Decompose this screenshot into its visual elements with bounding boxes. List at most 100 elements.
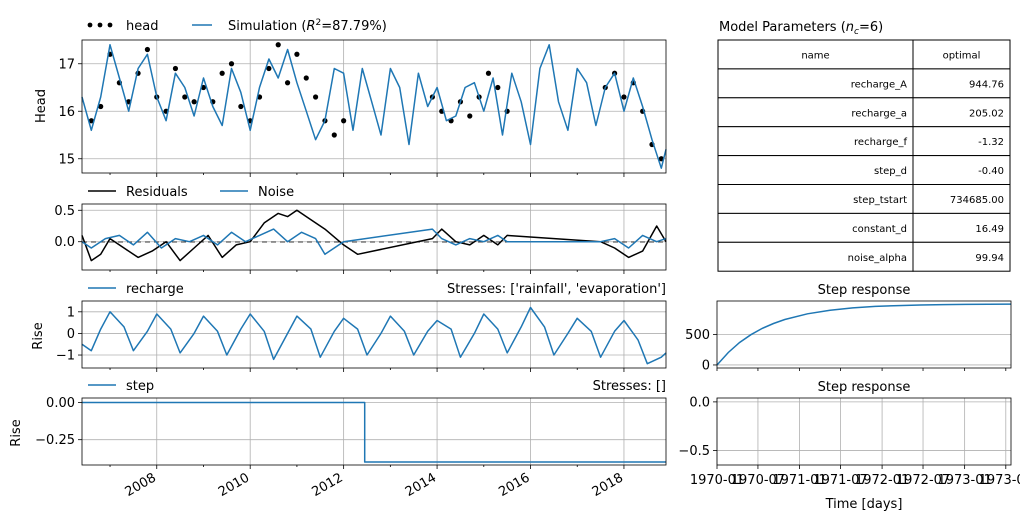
- head-observation-point: [467, 113, 473, 119]
- table-cell: [912, 241, 1011, 272]
- recharge-legend: recharge: [88, 282, 184, 297]
- legend-noise-label: Noise: [258, 185, 294, 200]
- residuals-panel: 0.0 0.5 Residuals Noise: [54, 185, 667, 274]
- x-tick-label: 1970-07: [731, 473, 785, 488]
- recharge-stresses-annotation: Stresses: ['rainfall', 'evaporation']: [447, 282, 666, 297]
- x-tick-label: 2008: [123, 470, 159, 500]
- parameters-title-suffix: =6): [859, 20, 883, 35]
- head-observation-point: [284, 80, 291, 86]
- legend-sim-sup: 2: [316, 18, 322, 28]
- simulation-line: [81, 44, 667, 169]
- residuals-legend: Residuals Noise: [88, 185, 294, 200]
- step-response-recharge-title: Step response: [818, 283, 911, 298]
- parameters-title-sub: c: [854, 27, 859, 37]
- legend-head-label: head: [126, 19, 158, 34]
- step-response-step-y-ticks: 0.0 −0.5: [678, 395, 717, 459]
- table-cell: [912, 155, 1011, 186]
- head-legend: head Simulation (R2=87.79%): [87, 18, 387, 34]
- table-param-name: step_tstart: [853, 195, 907, 206]
- step-stresses-annotation: Stresses: []: [593, 379, 666, 394]
- x-tick-label: 1970-01: [690, 473, 744, 488]
- table-cell: [912, 39, 1011, 70]
- parameters-title-n: n: [846, 20, 854, 35]
- table-cell: [717, 212, 914, 243]
- recharge-grid: [82, 301, 666, 368]
- head-observation-point: [621, 94, 627, 100]
- legend-residuals-label: Residuals: [126, 185, 188, 200]
- legend-sim-label: Simulation (R2=87.79%): [228, 18, 387, 34]
- table-cell: [912, 126, 1011, 157]
- legend-head-dot: [107, 22, 113, 28]
- table-cell: [912, 68, 1011, 99]
- x-tick-label: 1971-01: [772, 473, 826, 488]
- step-y-ticks: 0.00 −0.25: [35, 396, 625, 469]
- step-x-ticks: 2008 2010 2012 2014 2016 2018: [123, 470, 626, 500]
- legend-recharge-label: recharge: [126, 282, 184, 297]
- head-observation-point: [219, 70, 225, 76]
- x-tick-label: 1972-01: [855, 473, 909, 488]
- parameters-table-body: name optimal recharge_A 944.76 recharge_a 205…: [717, 39, 1011, 272]
- step-response-step-xlabel: Time [days]: [825, 497, 903, 512]
- legend-head-dot: [87, 22, 93, 28]
- head-observation-point: [191, 99, 197, 105]
- head-observation-point: [303, 75, 309, 81]
- step-response-step-panel: 0.0−0.5 1970-011970-071971-011971-071972…: [678, 380, 1020, 512]
- recharge-panel: −1 0 1 Rise recharge Stresses: ['rainfall'…: [31, 282, 667, 372]
- table-param-name: recharge_f: [854, 137, 907, 148]
- head-ylabel: Head: [34, 89, 49, 123]
- x-tick-label: 2016: [496, 470, 532, 500]
- y-tick-label: 0.00: [46, 396, 75, 411]
- parameters-title: Model Parameters (nc=6): [719, 20, 883, 37]
- table-param-value: -1.32: [978, 137, 1004, 148]
- head-observation-point: [275, 42, 281, 48]
- x-tick-label: 1972-07: [896, 473, 950, 488]
- y-tick-label: 0.5: [54, 204, 75, 219]
- head-frame: [81, 39, 667, 174]
- step-response-recharge-y-ticks: 0 500: [685, 328, 717, 373]
- step-grid: [82, 398, 666, 465]
- y-tick-label: −0.5: [678, 444, 710, 459]
- parameters-table: Model Parameters (nc=6) name optimal recha…: [717, 20, 1011, 272]
- head-observation-point: [88, 118, 94, 124]
- recharge-frame: [81, 300, 667, 369]
- step-legend: step: [88, 379, 154, 394]
- head-observation-point: [313, 94, 319, 100]
- head-observation-point: [294, 51, 300, 57]
- table-cell: [717, 155, 914, 186]
- head-panel: 15 16 17 Head head Simulation (R2=87.79%): [34, 18, 667, 177]
- table-param-value: 205.02: [969, 108, 1004, 119]
- noise-line: [81, 228, 667, 256]
- table-param-name: recharge_A: [851, 79, 907, 90]
- head-observation-point: [485, 70, 492, 76]
- x-tick-label: 2018: [590, 470, 626, 500]
- head-series: [81, 42, 667, 169]
- table-param-value: 734685.00: [950, 195, 1004, 206]
- y-tick-label: −1: [56, 349, 75, 364]
- head-observation-point: [238, 103, 244, 110]
- table-cell: [912, 97, 1011, 128]
- residuals-y-ticks: 0.0 0.5: [54, 204, 625, 274]
- table-param-value: 944.76: [969, 79, 1004, 90]
- table-param-value: 16.49: [975, 224, 1004, 235]
- step-response-step-title: Step response: [818, 380, 911, 395]
- step-ylabel: Rise: [9, 419, 24, 446]
- legend-sim-r: R: [306, 19, 315, 34]
- recharge-line: [81, 306, 667, 365]
- recharge-ylabel: Rise: [31, 322, 46, 349]
- y-tick-label: 0.0: [54, 235, 75, 250]
- table-param-name: noise_alpha: [848, 253, 907, 264]
- step-response-step-grid: [716, 398, 1011, 465]
- y-tick-label: 0: [67, 327, 75, 342]
- table-cell: [912, 184, 1011, 214]
- y-tick-label: 500: [685, 328, 710, 343]
- legend-head-dot: [97, 22, 103, 28]
- y-tick-label: −0.25: [35, 433, 75, 448]
- step-response-recharge-grid: [716, 334, 1011, 371]
- legend-step-label: step: [126, 379, 154, 394]
- table-param-name: constant_d: [852, 224, 907, 235]
- step-series: [82, 401, 666, 463]
- head-observation-point: [331, 132, 337, 138]
- table-cell: [717, 241, 914, 272]
- head-observation-point: [266, 65, 272, 72]
